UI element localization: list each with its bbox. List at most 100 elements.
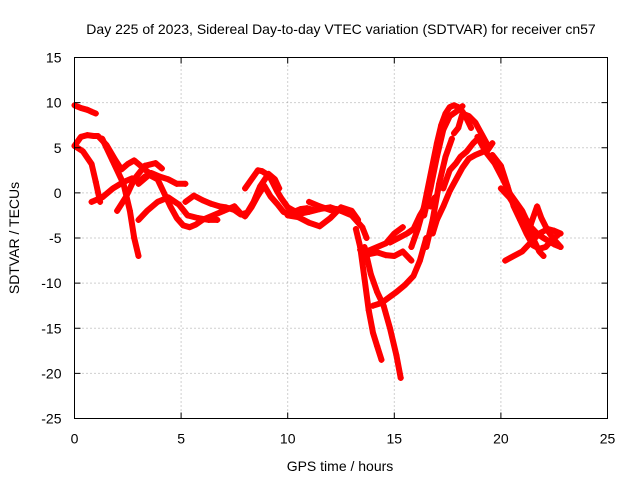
data-point <box>393 289 400 296</box>
data-point <box>393 352 400 359</box>
data-point <box>154 198 161 205</box>
data-point <box>463 148 470 155</box>
axis-ticks: 0 5 10 15 20 25 15 10 5 0 -5 -10 -15 -20 -25 <box>41 50 615 447</box>
data-point <box>316 203 323 210</box>
data-point <box>182 180 189 187</box>
data-point <box>502 257 509 264</box>
data-point <box>295 214 302 221</box>
data-point <box>374 343 381 350</box>
data-point <box>92 179 99 186</box>
data-point <box>165 176 172 183</box>
series-trace <box>114 160 165 214</box>
data-series <box>71 102 564 381</box>
data-point <box>237 210 244 217</box>
series-arc-24 <box>450 110 492 149</box>
data-point <box>395 235 402 241</box>
data-point <box>474 133 481 140</box>
data-point <box>143 207 150 214</box>
data-point <box>88 198 95 205</box>
data-point <box>472 151 479 158</box>
y-axis-label: SDTVAR / TECUs <box>6 182 22 294</box>
data-point <box>94 133 101 140</box>
series-arc-13 <box>306 198 340 214</box>
data-point <box>146 171 153 178</box>
data-point <box>254 192 261 199</box>
data-point <box>84 132 91 139</box>
data-point <box>99 135 106 142</box>
data-point <box>248 204 255 211</box>
data-point <box>186 224 193 231</box>
data-point <box>88 108 95 115</box>
data-point <box>263 170 270 177</box>
data-point <box>152 160 159 167</box>
data-point <box>433 216 440 223</box>
data-point <box>401 281 408 288</box>
data-point <box>88 160 95 167</box>
data-point <box>542 244 549 251</box>
data-point <box>423 244 430 251</box>
series-arc-18 <box>369 235 430 309</box>
data-point <box>519 248 526 255</box>
data-point <box>397 374 404 381</box>
data-point <box>190 192 197 199</box>
data-point <box>551 236 558 243</box>
data-point <box>440 185 447 192</box>
data-point <box>77 133 84 140</box>
data-point <box>540 253 547 260</box>
data-point <box>180 222 187 229</box>
data-point <box>478 131 485 138</box>
data-point <box>120 179 127 186</box>
data-point <box>261 182 268 189</box>
y-tick-label: -10 <box>41 275 61 291</box>
data-point <box>284 212 291 219</box>
data-point <box>536 230 543 237</box>
data-point <box>182 198 189 205</box>
data-point <box>267 193 274 200</box>
series-arc-11 <box>242 167 370 241</box>
data-point <box>124 160 131 167</box>
y-tick-label: 5 <box>54 140 62 156</box>
series-arc-3 <box>71 142 104 205</box>
data-point <box>482 149 489 156</box>
data-point <box>453 108 460 115</box>
data-point <box>378 356 385 363</box>
series-trace <box>306 198 340 213</box>
data-point <box>448 135 455 142</box>
data-point <box>92 110 99 117</box>
data-point <box>489 140 496 147</box>
data-point <box>489 151 496 158</box>
data-point <box>109 185 116 192</box>
data-point <box>109 158 116 165</box>
data-point <box>436 180 443 187</box>
data-point <box>284 204 291 211</box>
series-arc-16 <box>357 224 406 254</box>
data-point <box>348 207 355 214</box>
y-tick-label: 15 <box>46 50 62 66</box>
data-point <box>210 212 217 219</box>
data-point <box>506 194 513 201</box>
data-point <box>459 164 466 171</box>
series-arc-30 <box>497 185 547 260</box>
data-point <box>359 224 366 231</box>
data-point <box>274 188 281 195</box>
data-point <box>158 165 165 172</box>
data-point <box>280 208 287 215</box>
data-point <box>374 244 381 251</box>
series-arc-22 <box>423 135 455 251</box>
data-point <box>540 235 547 241</box>
data-point <box>442 153 449 160</box>
data-point <box>472 119 479 126</box>
data-point <box>457 153 464 160</box>
data-point <box>391 230 398 237</box>
data-point <box>514 207 521 214</box>
series-trace <box>497 185 547 259</box>
data-point <box>497 185 504 192</box>
series-arc-15 <box>361 244 404 381</box>
data-point <box>126 207 133 214</box>
data-point <box>175 201 182 208</box>
data-point <box>399 224 406 231</box>
data-point <box>369 302 376 309</box>
data-point <box>154 176 161 183</box>
data-point <box>497 162 504 169</box>
data-point <box>455 124 462 131</box>
